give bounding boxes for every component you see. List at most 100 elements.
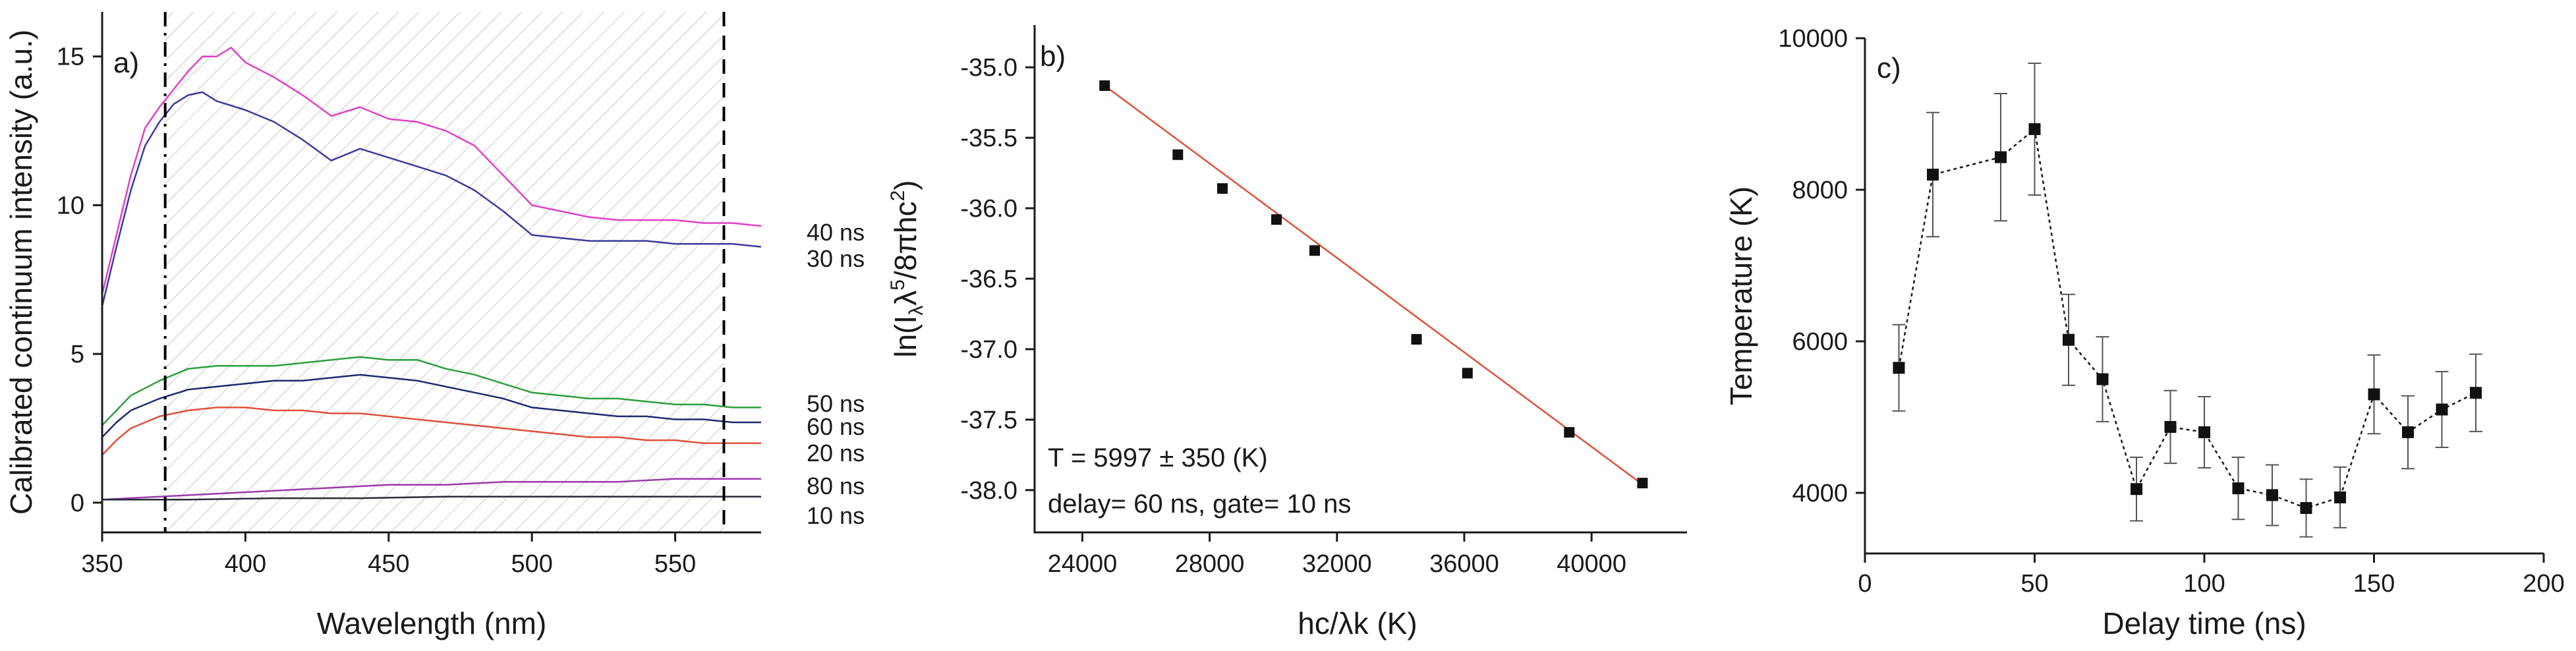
y-tick-label: -37.5 [960, 407, 1017, 434]
data-point [1893, 362, 1905, 374]
data-point [2334, 491, 2346, 503]
x-ticks: 24000 28000 32000 36000 40000 [1048, 532, 1626, 578]
y-tick-label: -35.5 [960, 125, 1017, 152]
plot-area [1892, 62, 2482, 538]
y-axis-title: ln(Iλλ5/8πhc2) [887, 180, 927, 357]
data-point [1216, 183, 1228, 194]
panel-label: c) [1877, 52, 1901, 84]
x-tick-label: 36000 [1429, 550, 1499, 578]
x-tick-label: 28000 [1175, 550, 1245, 578]
y-title-div: /8πhc [888, 201, 923, 279]
x-axis-title: hc/λk (K) [1298, 606, 1417, 640]
y-title-suffix: ) [888, 180, 923, 190]
axes-frame [1033, 25, 1687, 534]
y-tick-label: 15 [57, 43, 84, 71]
x-tick-label: 24000 [1048, 550, 1118, 578]
data-point [2266, 489, 2278, 501]
panel-label: b) [1040, 40, 1066, 72]
y-tick-label: 6000 [1792, 328, 1848, 356]
y-tick-label: 4000 [1792, 480, 1848, 507]
y-tick-label: 5 [71, 341, 84, 368]
data-point [1309, 245, 1320, 256]
data-point [2470, 387, 2482, 399]
x-tick-label: 150 [2353, 570, 2395, 598]
axes-frame [1864, 38, 2544, 555]
series-label: 20 ns [807, 439, 865, 467]
delay-gate-annotation: delay= 60 ns, gate= 10 ns [1048, 490, 1351, 519]
data-point [2402, 426, 2414, 438]
y-tick-label: -37.0 [960, 336, 1017, 364]
panel-c: 0 50 100 150 200 4000 6000 8000 10000 c) Delay … [1724, 25, 2565, 640]
y-tick-label: 10 [57, 192, 84, 219]
y-tick-label: -36.5 [960, 266, 1017, 293]
y-tick-label: -38.0 [960, 477, 1017, 505]
y-tick-label: 10000 [1778, 25, 1848, 53]
y-tick-label: 8000 [1792, 177, 1848, 204]
shaded-region [165, 12, 724, 532]
x-ticks: 350 400 450 500 550 [81, 532, 696, 578]
series-line-40-ns [102, 46, 761, 295]
x-tick-label: 500 [511, 550, 552, 578]
y-title-prefix: ln(I [888, 316, 923, 358]
data-point [2232, 482, 2245, 495]
y-tick-label: -35.0 [960, 54, 1017, 82]
x-tick-label: 200 [2523, 570, 2564, 598]
x-tick-label: 450 [368, 550, 409, 578]
data-point [1927, 169, 1939, 181]
x-tick-label: 350 [81, 550, 123, 578]
series-line-10-ns [102, 495, 761, 501]
y-axis-title: Temperature (K) [1724, 186, 1758, 405]
y-title-sub: λ [905, 306, 927, 316]
x-tick-label: 100 [2183, 570, 2225, 598]
x-axis-title: Delay time (ns) [2102, 606, 2306, 640]
temperature-annotation: T = 5997 ± 350 (K) [1048, 443, 1268, 472]
data-point [1637, 478, 1648, 489]
series-label: 10 ns [807, 502, 865, 529]
data-point [2131, 483, 2142, 495]
series-line-50-ns [102, 356, 761, 426]
data-point [2063, 333, 2075, 346]
data-point [2198, 426, 2210, 438]
data-point [1099, 80, 1110, 91]
x-tick-label: 550 [654, 550, 696, 578]
series-label: 30 ns [807, 245, 865, 272]
series-label: 80 ns [807, 472, 865, 499]
data-point [1995, 151, 2007, 163]
y-tick-label: 0 [71, 490, 84, 517]
panel-b: 24000 28000 32000 36000 40000 -35.0 -35.5 -36.… [887, 25, 1687, 640]
data-point [1271, 214, 1282, 225]
plot-area [1099, 80, 1648, 489]
series-group [102, 46, 761, 501]
y-ticks: 0 5 10 15 [57, 43, 102, 517]
x-tick-label: 400 [225, 550, 266, 578]
x-axis-title: Wavelength (nm) [317, 606, 547, 640]
data-point [1172, 149, 1184, 160]
data-point [1411, 333, 1422, 345]
data-point [2300, 502, 2312, 514]
series-line-60-ns [102, 374, 761, 438]
x-tick-label: 50 [2020, 570, 2048, 598]
series-label: 60 ns [807, 413, 865, 440]
x-tick-label: 32000 [1302, 550, 1372, 578]
fit-line [1104, 84, 1644, 486]
y-title-sup1: 5 [887, 279, 909, 291]
series-label: 40 ns [807, 219, 865, 246]
y-ticks: 4000 6000 8000 10000 [1778, 25, 1865, 507]
x-ticks: 0 50 100 150 200 [1858, 553, 2565, 598]
panel-label: a) [113, 47, 139, 79]
data-point [2368, 388, 2380, 401]
data-point [2028, 123, 2041, 135]
series-line-30-ns [102, 91, 761, 307]
data-point [2164, 420, 2177, 433]
y-title-sup2: 2 [887, 190, 909, 202]
data-point [1564, 427, 1575, 438]
y-tick-label: -36.0 [960, 195, 1017, 223]
connecting-line [1898, 127, 2476, 509]
y-ticks: -35.0 -35.5 -36.0 -36.5 -37.0 -37.5 -38.0 [960, 54, 1035, 505]
series-line-20-ns [102, 407, 761, 456]
data-point [2436, 403, 2448, 416]
data-point [1462, 368, 1473, 379]
